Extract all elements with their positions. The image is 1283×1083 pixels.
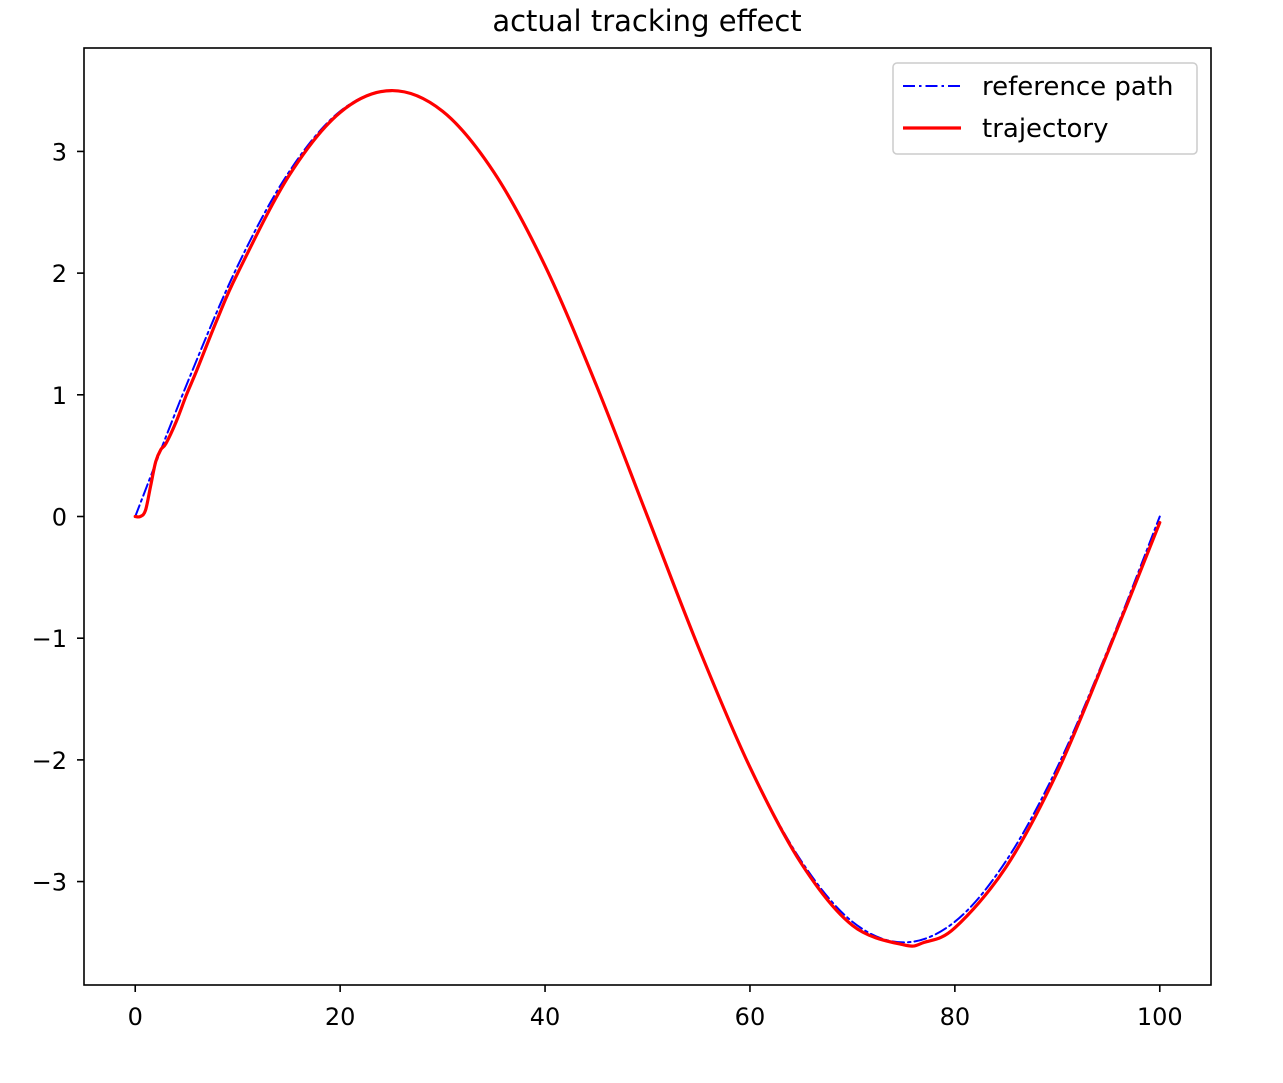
legend-label-trajectory: trajectory [982, 114, 1109, 144]
legend-box [892, 62, 1198, 155]
series-line-trajectory [133, 88, 1162, 948]
x-tick-label: 20 [325, 1003, 356, 1031]
y-tick-label: 1 [52, 382, 67, 410]
y-tick-label: −1 [32, 625, 67, 653]
plot-lines [133, 88, 1162, 948]
x-axis-ticks: 0 20 40 60 80 100 [128, 985, 1183, 1031]
y-tick-label: −3 [32, 869, 67, 897]
x-tick-label: 40 [530, 1003, 561, 1031]
y-tick-label: 3 [52, 138, 67, 166]
legend: reference path trajectory [892, 62, 1198, 155]
x-tick-label: 0 [128, 1003, 143, 1031]
chart-title: actual tracking effect [492, 4, 801, 38]
y-tick-label: 0 [52, 504, 67, 532]
legend-label-reference-path: reference path [982, 72, 1174, 102]
y-tick-label: −2 [32, 747, 67, 775]
x-tick-label: 80 [940, 1003, 971, 1031]
x-tick-label: 100 [1137, 1003, 1183, 1031]
y-tick-label: 2 [52, 260, 67, 288]
x-tick-label: 60 [735, 1003, 766, 1031]
y-axis-ticks: −3 −2 −1 0 1 2 3 [32, 138, 84, 897]
